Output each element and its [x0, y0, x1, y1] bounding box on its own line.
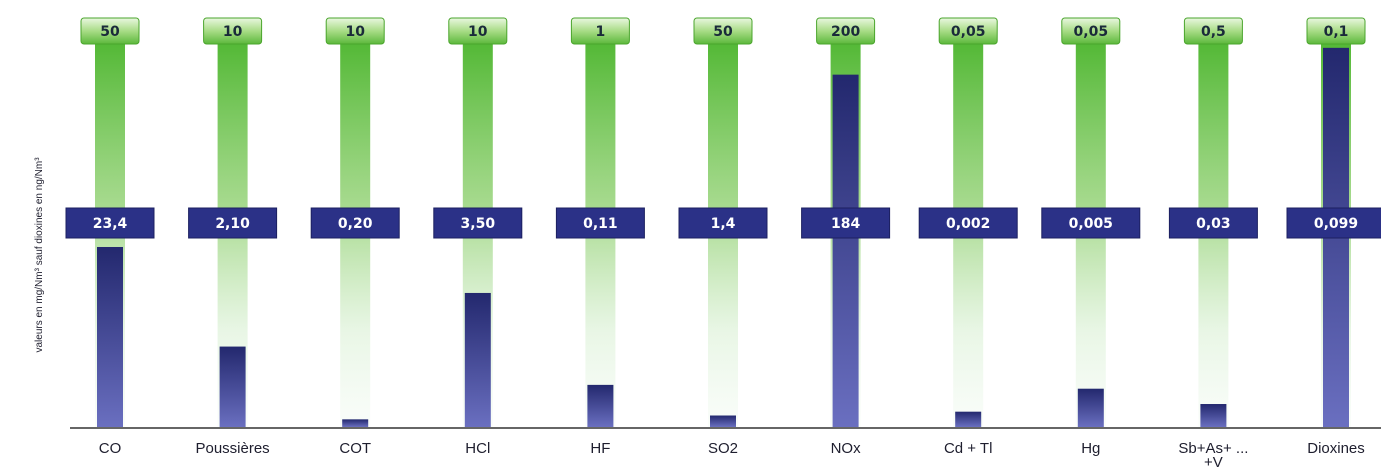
- limit-label: 0,5: [1201, 24, 1226, 40]
- limit-box: [1306, 17, 1366, 45]
- limit-box: [80, 17, 140, 45]
- category-label: Dioxines: [1307, 440, 1365, 457]
- value-box: [555, 207, 645, 239]
- value-label: 0,20: [338, 216, 373, 232]
- category-label: Cd + Tl: [944, 440, 993, 457]
- limit-label: 0,05: [951, 24, 986, 40]
- value-box: [918, 207, 1018, 239]
- limit-label: 10: [468, 24, 488, 40]
- category-label: Poussières: [195, 440, 269, 457]
- y-axis-label: valeurs en mg/Nm³ sauf dioxines en ng/Nm…: [34, 157, 45, 353]
- value-label: 1,4: [711, 216, 736, 232]
- limit-box: [816, 17, 876, 45]
- category-label: COT: [339, 440, 371, 457]
- value-label: 3,50: [461, 216, 496, 232]
- limit-box: [1061, 17, 1121, 45]
- limit-label: 10: [223, 24, 243, 40]
- limit-box: [693, 17, 753, 45]
- measured-bar: [1200, 404, 1227, 427]
- measured-bar: [710, 415, 736, 427]
- limit-box: [325, 17, 385, 45]
- measured-bar: [97, 246, 123, 427]
- limit-label: 0,1: [1324, 24, 1349, 40]
- value-box: [678, 207, 768, 239]
- limit-box: [1183, 17, 1243, 45]
- limit-label: 1: [596, 24, 606, 40]
- value-label: 0,03: [1196, 216, 1231, 232]
- limit-box: [203, 17, 263, 45]
- category-label: NOx: [831, 440, 862, 457]
- value-box: [433, 207, 523, 239]
- limit-label: 0,05: [1074, 24, 1109, 40]
- measured-bar: [1077, 388, 1104, 427]
- value-box: [1168, 207, 1258, 239]
- value-box: [188, 207, 278, 239]
- limit-label: 50: [713, 24, 733, 40]
- measured-bar: [955, 411, 982, 427]
- limit-box: [448, 17, 508, 45]
- limit-label: 50: [100, 24, 120, 40]
- value-label: 184: [831, 216, 860, 232]
- category-label: CO: [99, 440, 122, 457]
- value-label: 2,10: [215, 216, 250, 232]
- category-label: HF: [590, 440, 610, 457]
- measured-bar: [219, 346, 246, 427]
- value-box: [1286, 207, 1381, 239]
- limit-label: 10: [345, 24, 365, 40]
- limit-label: 200: [831, 24, 860, 40]
- category-label: Sb+As+ ... +V: [1178, 440, 1248, 468]
- limit-box: [938, 17, 998, 45]
- value-box: [310, 207, 400, 239]
- value-label: 0,005: [1069, 216, 1113, 232]
- category-label: HCl: [465, 440, 490, 457]
- category-label: SO2: [708, 440, 738, 457]
- value-box: [65, 207, 155, 239]
- measured-bar: [342, 419, 369, 427]
- measured-bar: [587, 384, 614, 427]
- measured-bar: [832, 74, 859, 427]
- measured-bar: [464, 292, 491, 427]
- category-label: Hg: [1081, 440, 1100, 457]
- value-box: [801, 207, 891, 239]
- value-box: [1041, 207, 1141, 239]
- value-label: 23,4: [93, 216, 128, 232]
- value-label: 0,11: [583, 216, 618, 232]
- value-label: 0,099: [1314, 216, 1358, 232]
- limit-box: [570, 17, 630, 45]
- value-label: 0,002: [946, 216, 990, 232]
